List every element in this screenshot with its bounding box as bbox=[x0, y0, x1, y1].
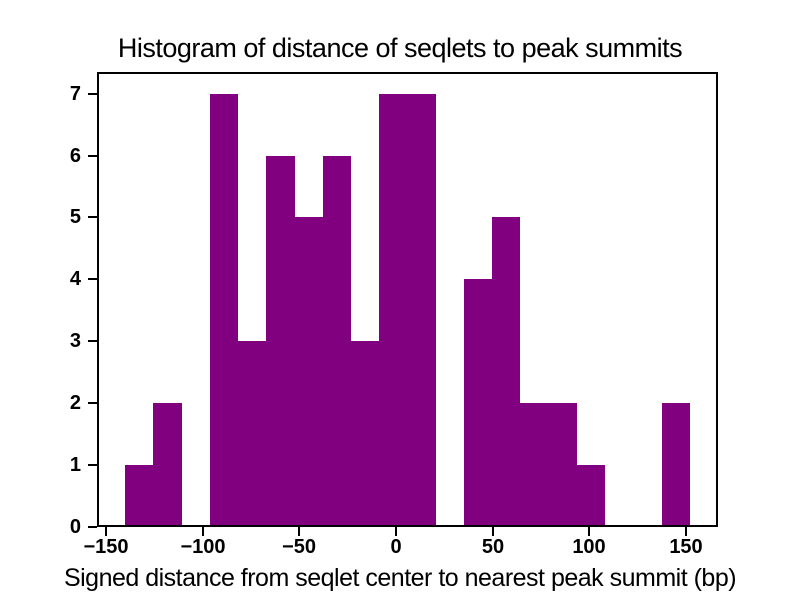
histogram-bar bbox=[379, 94, 408, 527]
histogram-bar bbox=[351, 341, 379, 527]
x-tick-label: 0 bbox=[390, 536, 402, 558]
x-tick-label: −50 bbox=[282, 536, 316, 558]
histogram-bar bbox=[323, 156, 351, 527]
x-tick-mark bbox=[105, 527, 107, 536]
x-tick-mark bbox=[395, 527, 397, 536]
y-tick-mark bbox=[88, 464, 97, 466]
chart-title: Histogram of distance of seqlets to peak… bbox=[117, 33, 683, 63]
histogram-bar bbox=[492, 217, 520, 527]
histogram-bar bbox=[464, 279, 492, 527]
y-tick-mark bbox=[88, 93, 97, 95]
y-tick-label: 3 bbox=[69, 330, 81, 352]
histogram-bar bbox=[210, 94, 238, 527]
y-tick-mark bbox=[88, 402, 97, 404]
histogram-bar bbox=[549, 403, 577, 527]
y-tick-label: 5 bbox=[69, 206, 81, 228]
histogram-bar bbox=[520, 403, 549, 527]
y-tick-label: 0 bbox=[69, 516, 81, 538]
x-tick-label: −150 bbox=[83, 536, 129, 558]
y-tick-mark bbox=[88, 526, 97, 528]
x-tick-mark bbox=[298, 527, 300, 536]
x-axis-label: Signed distance from seqlet center to ne… bbox=[63, 564, 737, 592]
x-tick-mark bbox=[202, 527, 204, 536]
y-tick-mark bbox=[88, 340, 97, 342]
y-tick-mark bbox=[88, 216, 97, 218]
y-tick-label: 7 bbox=[69, 83, 81, 105]
y-tick-mark bbox=[88, 155, 97, 157]
histogram-bar bbox=[295, 217, 323, 527]
x-tick-mark bbox=[685, 527, 687, 536]
x-tick-mark bbox=[492, 527, 494, 536]
x-tick-mark bbox=[588, 527, 590, 536]
histogram-bar bbox=[238, 341, 266, 527]
x-tick-label: −100 bbox=[180, 536, 226, 558]
x-tick-label: 100 bbox=[572, 536, 606, 558]
y-tick-label: 6 bbox=[69, 145, 81, 167]
histogram-bar bbox=[577, 465, 605, 527]
histogram-bar bbox=[153, 403, 182, 527]
x-tick-label: 50 bbox=[481, 536, 505, 558]
histogram-bar bbox=[266, 156, 295, 527]
x-tick-label: 150 bbox=[669, 536, 703, 558]
histogram-bar bbox=[125, 465, 153, 527]
histogram-bar bbox=[662, 403, 690, 527]
y-tick-label: 1 bbox=[69, 454, 81, 476]
histogram-bar bbox=[408, 94, 436, 527]
y-tick-mark bbox=[88, 278, 97, 280]
plot-area: −150 −100 −50 0 50 100 150 0 1 2 3 4 5 6 7 bbox=[70, 72, 718, 558]
y-tick-label: 2 bbox=[69, 392, 81, 414]
y-tick-label: 4 bbox=[69, 268, 81, 290]
